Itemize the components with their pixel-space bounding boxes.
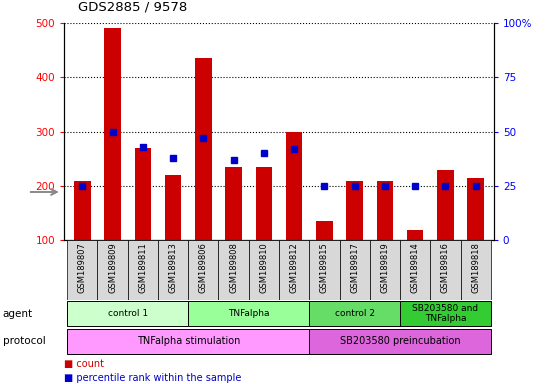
Text: GSM189817: GSM189817 [350,242,359,293]
Bar [219,240,249,300]
Text: GSM189819: GSM189819 [381,242,389,293]
Text: agent: agent [3,309,33,319]
Bar [400,240,430,300]
Bar [67,329,309,354]
Text: control 2: control 2 [335,309,374,318]
Bar [67,301,188,326]
Text: GSM189816: GSM189816 [441,242,450,293]
Bar [347,180,363,240]
Bar [256,167,272,240]
Bar [339,240,370,300]
Bar [249,240,279,300]
Bar [104,28,121,240]
Bar [67,240,98,300]
Bar [134,148,151,240]
Bar [158,240,188,300]
Bar [225,167,242,240]
Bar [309,301,400,326]
Text: GDS2885 / 9578: GDS2885 / 9578 [78,0,187,13]
Text: TNFalpha: TNFalpha [228,309,270,318]
Text: control 1: control 1 [108,309,148,318]
Text: GSM189813: GSM189813 [169,242,177,293]
Bar [437,170,454,240]
Bar [407,230,424,240]
Bar [98,240,128,300]
Text: GSM189808: GSM189808 [229,242,238,293]
Text: GSM189818: GSM189818 [471,242,480,293]
Bar [286,132,302,240]
Text: GSM189807: GSM189807 [78,242,87,293]
Text: TNFalpha stimulation: TNFalpha stimulation [137,336,240,346]
Text: GSM189814: GSM189814 [411,242,420,293]
Text: protocol: protocol [3,336,46,346]
Bar [195,58,211,240]
Text: GSM189812: GSM189812 [290,242,299,293]
Bar [188,301,309,326]
Bar [279,240,309,300]
Text: GSM189815: GSM189815 [320,242,329,293]
Bar [188,240,219,300]
Bar [460,240,491,300]
Bar [370,240,400,300]
Bar [430,240,460,300]
Bar [165,175,181,240]
Text: GSM189811: GSM189811 [138,242,147,293]
Text: GSM189809: GSM189809 [108,242,117,293]
Bar [128,240,158,300]
Bar [74,180,90,240]
Text: GSM189806: GSM189806 [199,242,208,293]
Bar [377,180,393,240]
Bar [309,329,491,354]
Text: GSM189810: GSM189810 [259,242,268,293]
Text: ■ percentile rank within the sample: ■ percentile rank within the sample [64,372,242,383]
Text: SB203580 and
TNFalpha: SB203580 and TNFalpha [412,304,478,323]
Text: SB203580 preincubation: SB203580 preincubation [340,336,460,346]
Text: ■ count: ■ count [64,359,104,369]
Bar [400,301,491,326]
Bar [468,178,484,240]
Bar [316,221,333,240]
Bar [309,240,339,300]
